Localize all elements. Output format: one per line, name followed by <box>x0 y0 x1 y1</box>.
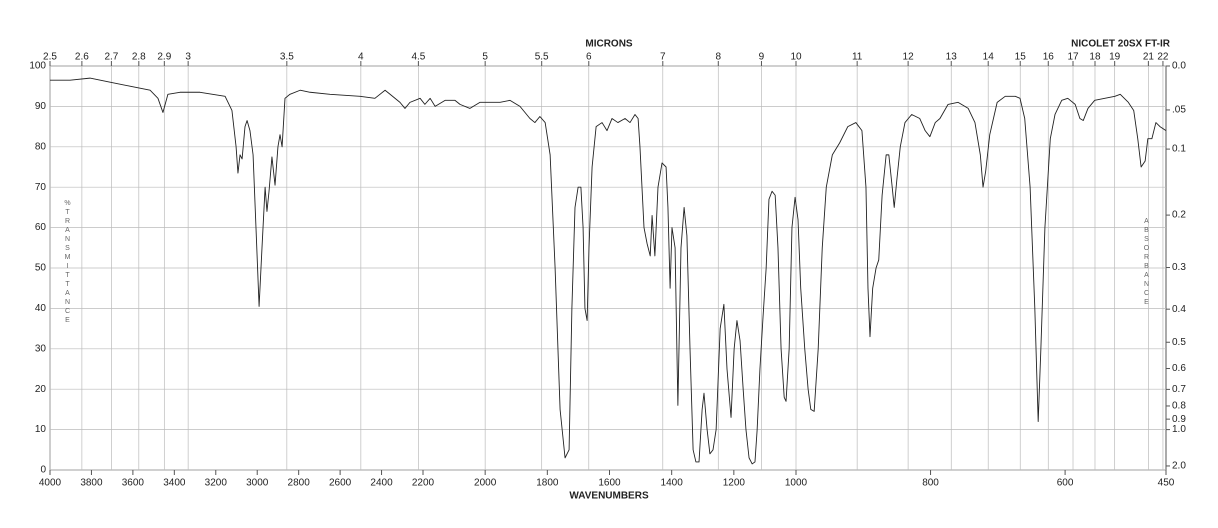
x2-tick-label: 9 <box>759 52 765 63</box>
x-axis-title: WAVENUMBERS <box>569 491 649 502</box>
x2-tick-label: 17 <box>1067 52 1079 63</box>
y2-tick-label: 0.3 <box>1172 262 1186 273</box>
x-tick-label: 450 <box>1158 478 1175 489</box>
x-tick-label: 3200 <box>205 478 228 489</box>
x2-tick-label: 22 <box>1157 52 1169 63</box>
y2-tick-label: 1.0 <box>1172 424 1186 435</box>
x2-tick-label: 14 <box>983 52 995 63</box>
y-tick-label: 20 <box>35 384 47 395</box>
y2-axis-title: ABSORBANCE <box>1143 218 1150 308</box>
x2-tick-label: 4.5 <box>411 52 425 63</box>
y2-tick-label: 0.0 <box>1172 61 1186 72</box>
x-tick-label: 1600 <box>598 478 621 489</box>
x2-tick-label: 4 <box>358 52 364 63</box>
x2-tick-label: 2.8 <box>132 52 146 63</box>
y2-tick-label: 0.6 <box>1172 363 1186 374</box>
y-tick-label: 40 <box>35 303 47 314</box>
x2-tick-label: 18 <box>1089 52 1101 63</box>
x2-tick-label: 6 <box>586 52 592 63</box>
x-tick-label: 600 <box>1057 478 1074 489</box>
spectrum-line <box>50 77 1167 465</box>
y2-tick-label: 0.1 <box>1172 144 1186 155</box>
x-tick-label: 800 <box>922 478 939 489</box>
y2-tick-label: 0.9 <box>1172 414 1186 425</box>
x-tick-label: 2800 <box>288 478 311 489</box>
chart-title: NICOLET 20SX FT-IR <box>1071 39 1171 50</box>
y-tick-label: 30 <box>35 343 47 354</box>
x-tick-label: 2400 <box>370 478 393 489</box>
y-tick-label: 60 <box>35 222 47 233</box>
x2-tick-label: 21 <box>1143 52 1155 63</box>
x-tick-label: 1400 <box>661 478 684 489</box>
x2-tick-label: 2.5 <box>43 52 57 63</box>
y2-tick-label: 0.8 <box>1172 401 1186 412</box>
y-tick-label: 70 <box>35 182 47 193</box>
x-tick-label: 1000 <box>785 478 808 489</box>
x2-tick-label: 3.5 <box>280 52 294 63</box>
x2-axis-title: MICRONS <box>585 39 633 50</box>
x2-tick-label: 2.9 <box>157 52 171 63</box>
y-tick-label: 90 <box>35 101 47 112</box>
y-tick-label: 0 <box>40 465 46 476</box>
x2-tick-label: 8 <box>716 52 722 63</box>
x-tick-label: 2600 <box>329 478 352 489</box>
y2-tick-label: 2.0 <box>1172 461 1186 472</box>
y2-tick-label: .05 <box>1172 105 1186 116</box>
x2-tick-label: 2.7 <box>104 52 118 63</box>
x-tick-label: 2000 <box>474 478 497 489</box>
y-tick-label: 100 <box>29 61 46 72</box>
y-tick-label: 10 <box>35 424 47 435</box>
x-tick-label: 3600 <box>122 478 145 489</box>
x2-tick-label: 2.6 <box>75 52 89 63</box>
y2-tick-label: 0.2 <box>1172 210 1186 221</box>
y-axis-title: %TRANSMITTANCE <box>64 200 71 326</box>
x-tick-label: 3400 <box>163 478 186 489</box>
x2-tick-label: 12 <box>903 52 915 63</box>
x2-tick-label: 3 <box>185 52 191 63</box>
x-tick-label: 3800 <box>80 478 103 489</box>
x-tick-label: 2200 <box>412 478 435 489</box>
x-tick-label: 3000 <box>246 478 269 489</box>
y2-tick-label: 0.5 <box>1172 337 1186 348</box>
x2-tick-label: 11 <box>852 52 863 63</box>
y2-tick-label: 0.4 <box>1172 304 1186 315</box>
x2-tick-label: 5 <box>482 52 488 63</box>
x2-tick-label: 13 <box>946 52 958 63</box>
x2-tick-label: 16 <box>1043 52 1055 63</box>
x2-tick-label: 10 <box>790 52 802 63</box>
y-tick-label: 80 <box>35 141 47 152</box>
y2-tick-label: 0.7 <box>1172 384 1186 395</box>
y-tick-label: 50 <box>35 263 47 274</box>
x-tick-label: 1800 <box>536 478 559 489</box>
x-tick-label: 4000 <box>39 478 62 489</box>
x2-tick-label: 5.5 <box>535 52 549 63</box>
x2-tick-label: 15 <box>1015 52 1027 63</box>
x2-tick-label: 19 <box>1109 52 1121 63</box>
x-tick-label: 1200 <box>723 478 746 489</box>
x2-tick-label: 7 <box>660 52 666 63</box>
